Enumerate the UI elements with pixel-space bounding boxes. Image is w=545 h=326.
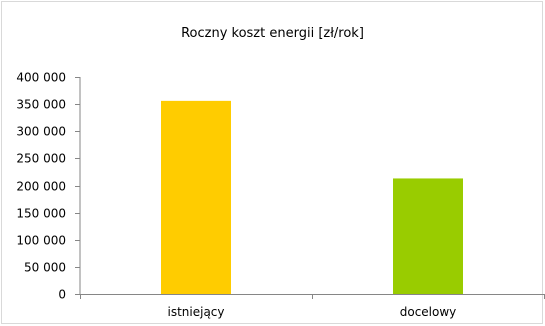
y-tick-label: 250 000 bbox=[16, 152, 66, 166]
x-axis: istniejący docelowy bbox=[80, 294, 545, 319]
x-category-label: istniejący bbox=[168, 305, 225, 319]
x-category-label: docelowy bbox=[400, 305, 457, 319]
bar-docelowy bbox=[393, 178, 463, 294]
y-tick-label: 0 bbox=[58, 288, 66, 302]
y-tick-label: 150 000 bbox=[16, 207, 66, 221]
y-tick-label: 50 000 bbox=[24, 261, 66, 275]
y-axis: 0 50 000 100 000 150 000 200 000 250 000 300 0… bbox=[16, 71, 81, 302]
bar-istniejacy bbox=[161, 100, 231, 295]
chart-title: Roczny koszt energii [zł/rok] bbox=[181, 26, 364, 41]
y-tick-label: 400 000 bbox=[16, 71, 66, 85]
bars bbox=[161, 100, 463, 295]
y-tick-label: 350 000 bbox=[16, 98, 66, 112]
y-tick-label: 200 000 bbox=[16, 180, 66, 194]
y-tick-label: 100 000 bbox=[16, 234, 66, 248]
y-tick-label: 300 000 bbox=[16, 125, 66, 139]
